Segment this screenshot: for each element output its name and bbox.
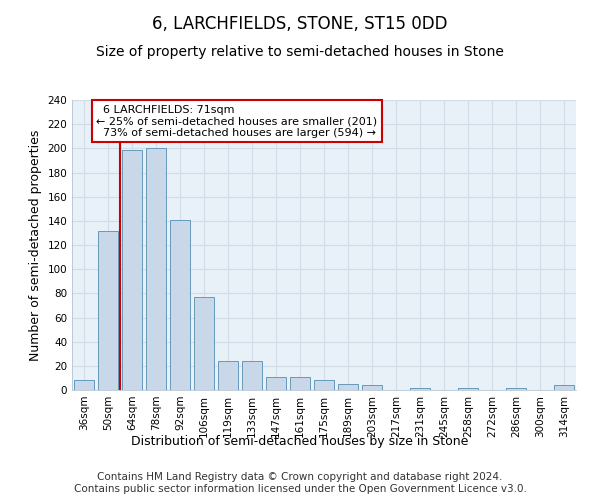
Bar	[506, 388, 526, 390]
Bar	[146, 148, 166, 390]
Bar	[338, 384, 358, 390]
Bar	[554, 385, 574, 390]
Bar	[362, 385, 382, 390]
Text: Size of property relative to semi-detached houses in Stone: Size of property relative to semi-detach…	[96, 45, 504, 59]
Bar	[98, 230, 118, 390]
Bar	[242, 361, 262, 390]
Y-axis label: Number of semi-detached properties: Number of semi-detached properties	[29, 130, 42, 360]
Bar	[170, 220, 190, 390]
Bar	[458, 388, 478, 390]
Bar	[314, 380, 334, 390]
Text: Distribution of semi-detached houses by size in Stone: Distribution of semi-detached houses by …	[131, 435, 469, 448]
Bar	[218, 361, 238, 390]
Text: 6, LARCHFIELDS, STONE, ST15 0DD: 6, LARCHFIELDS, STONE, ST15 0DD	[152, 15, 448, 33]
Bar	[122, 150, 142, 390]
Text: Contains HM Land Registry data © Crown copyright and database right 2024.
Contai: Contains HM Land Registry data © Crown c…	[74, 472, 526, 494]
Bar	[194, 297, 214, 390]
Bar	[290, 376, 310, 390]
Bar	[410, 388, 430, 390]
Bar	[266, 376, 286, 390]
Bar	[74, 380, 94, 390]
Text: 6 LARCHFIELDS: 71sqm
← 25% of semi-detached houses are smaller (201)
  73% of se: 6 LARCHFIELDS: 71sqm ← 25% of semi-detac…	[96, 105, 377, 138]
